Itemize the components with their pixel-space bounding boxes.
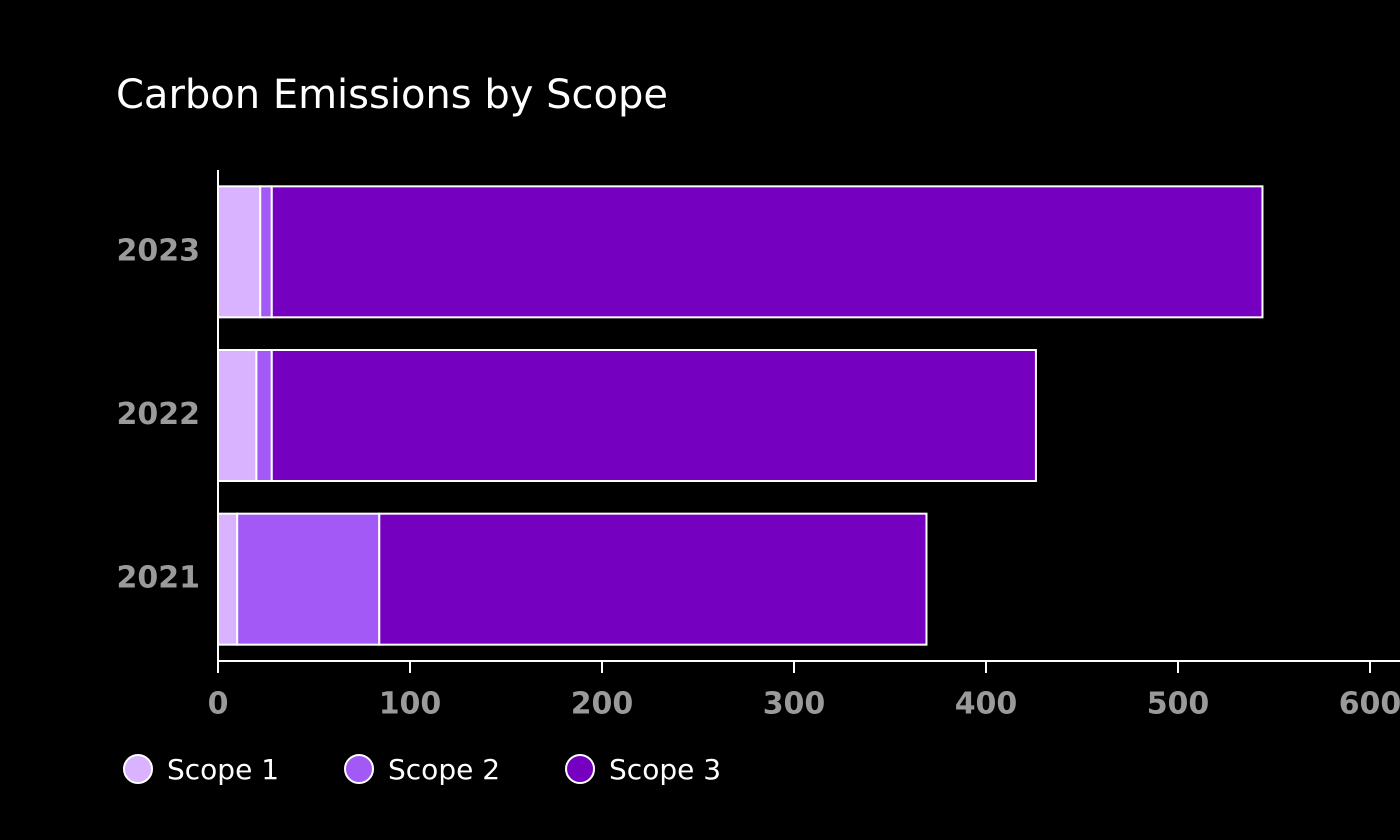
- x-tick-label: 100: [379, 687, 442, 722]
- y-tick-label: 2022: [117, 397, 201, 432]
- bar-segment: [270, 185, 1264, 319]
- legend-label: Scope 3: [609, 753, 721, 786]
- x-tick-label: 200: [571, 687, 634, 722]
- legend-marker: [344, 754, 375, 784]
- y-tick-label: 2023: [117, 233, 201, 268]
- legend-label: Scope 2: [388, 753, 500, 786]
- bar-segment: [236, 512, 381, 646]
- bar-segment: [255, 349, 273, 482]
- bar-segment: [378, 512, 928, 646]
- bar-segment: [217, 512, 239, 646]
- bar-segment: [217, 185, 262, 319]
- y-tick-label: 2021: [117, 561, 201, 596]
- legend-marker: [123, 754, 153, 784]
- chart-title: Carbon Emissions by Scope: [116, 72, 668, 118]
- x-tick-label: 0: [208, 687, 229, 722]
- x-tick-label: 400: [955, 687, 1018, 722]
- bar-segment: [217, 349, 258, 482]
- legend-marker: [565, 754, 596, 784]
- bar-segment: [259, 185, 273, 319]
- bar-segment: [270, 349, 1037, 482]
- x-tick-label: 300: [763, 687, 826, 722]
- x-tick-label: 500: [1147, 687, 1210, 722]
- legend-label: Scope 1: [167, 753, 279, 786]
- x-tick-label: 600: [1339, 687, 1400, 722]
